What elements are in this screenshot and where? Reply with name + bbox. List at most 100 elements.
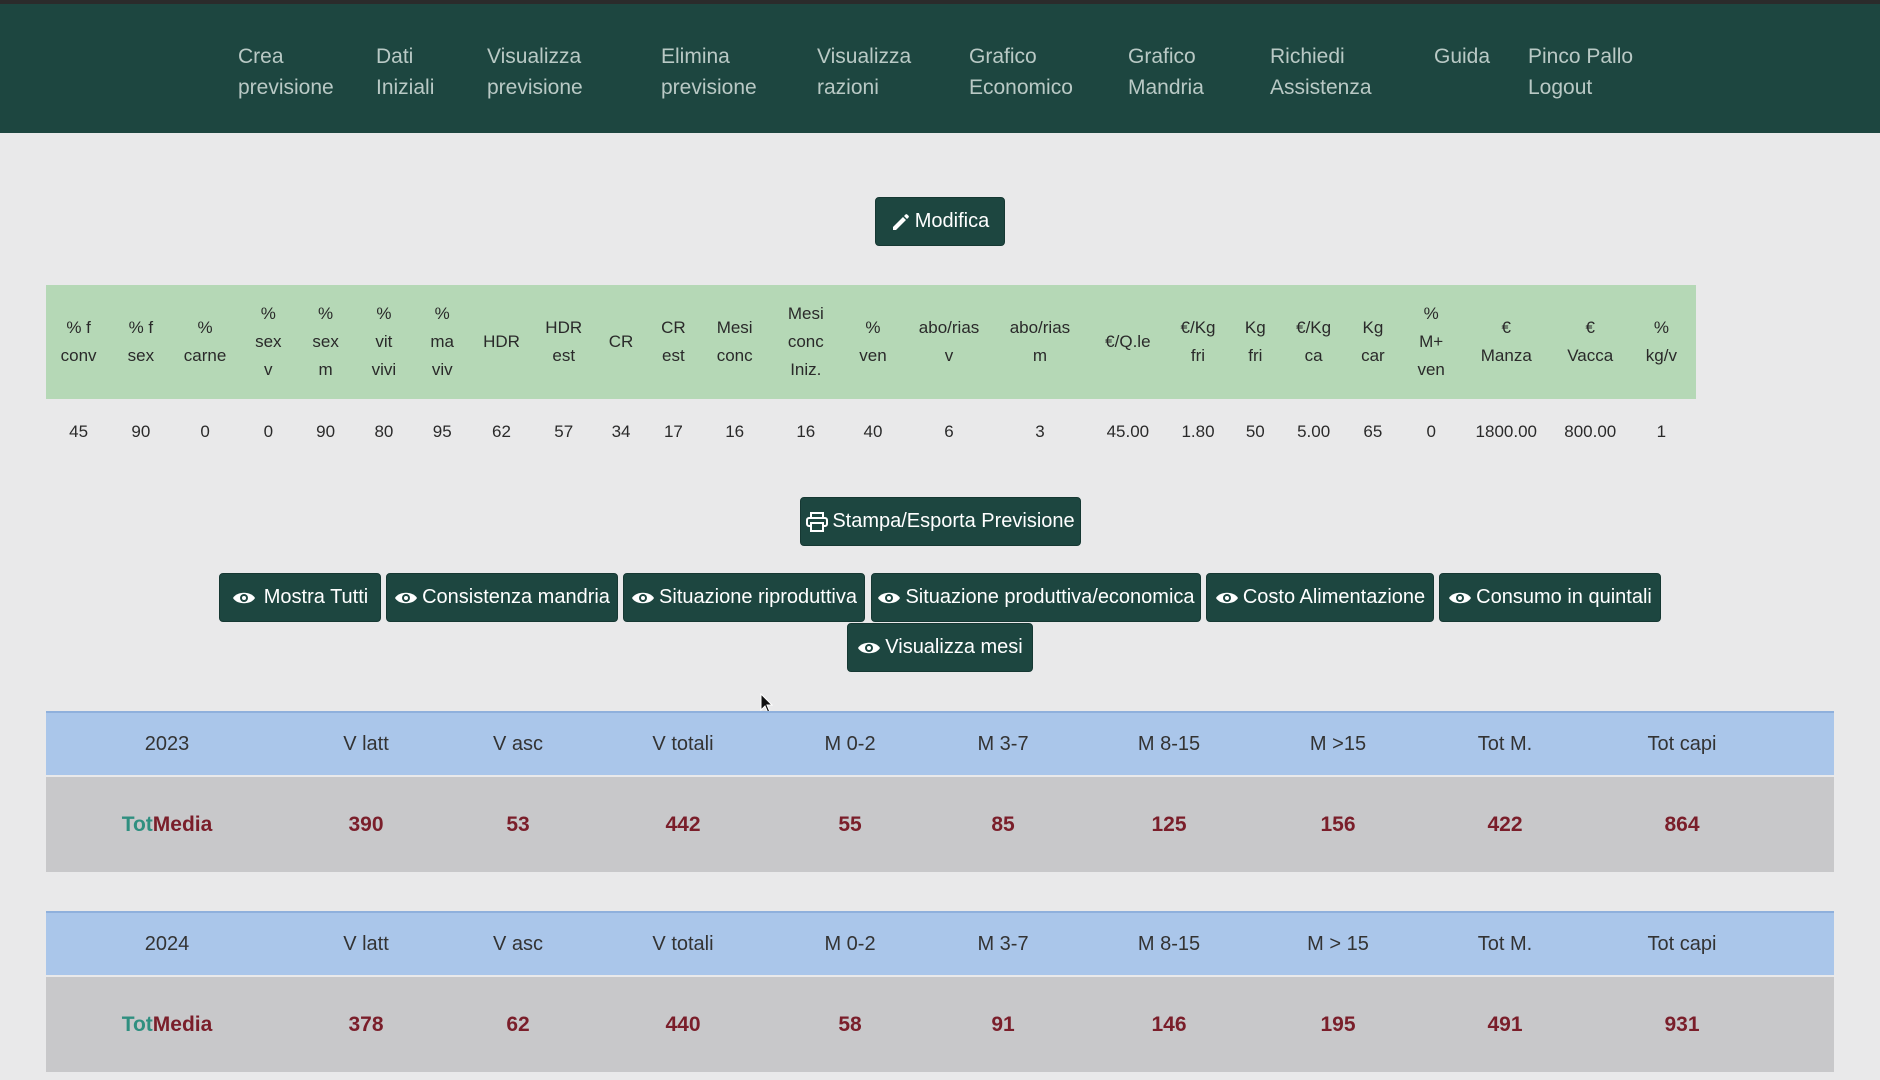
param-value-cell: 50 [1245, 422, 1265, 441]
nav-item-line1: Visualizza [487, 45, 582, 68]
param-header-cell: HDR est [545, 318, 583, 365]
nav-item-line2: previsione [487, 76, 583, 99]
year-table-value-cell: 62 [506, 1012, 530, 1036]
year-table-value-cell: 125 [1151, 812, 1187, 836]
situazione-produttiva-economica-button[interactable]: Situazione produttiva/economica [871, 573, 1201, 622]
year-table-value-cell: 491 [1487, 1012, 1523, 1036]
nav-item-grafico-mandria[interactable]: Grafico Mandria [1128, 41, 1204, 103]
nav-item-line1: Grafico [1128, 45, 1196, 68]
param-header-cell: Mesi conc Iniz. [787, 304, 824, 379]
nav-item-richiedi-assistenza[interactable]: Richiedi Assistenza [1270, 41, 1372, 103]
eye-icon [232, 592, 255, 603]
media-label: Media [152, 1013, 213, 1036]
year-table-value-cell: 195 [1320, 1012, 1356, 1036]
nav-item-line2: Logout [1528, 76, 1593, 99]
nav-item-grafico-economico[interactable]: Grafico Economico [969, 41, 1073, 103]
year-table-header-cell: M > 15 [1307, 932, 1369, 955]
eye-icon [632, 592, 655, 603]
param-value-cell: 62 [492, 422, 511, 441]
mostra-tutti-label: Mostra Tutti [263, 586, 369, 608]
year-table-header-cell: M 8-15 [1137, 732, 1201, 755]
param-value-cell: 40 [863, 422, 883, 441]
year-table-header-cell: V totali [652, 932, 714, 955]
year-table-value-cell: 440 [665, 1012, 701, 1036]
stampa-esporta-button[interactable]: Stampa/Esporta Previsione [800, 497, 1081, 546]
param-value-cell: 45.00 [1106, 422, 1150, 441]
top-navbar: Crea previsione Dati Iniziali Visualizza prev… [0, 0, 1880, 133]
consistenza-mandria-label: Consistenza mandria [422, 586, 610, 608]
mostra-tutti-button[interactable]: Mostra Tutti [219, 573, 381, 622]
printer-icon [806, 511, 829, 532]
nav-item-line1: Grafico [969, 45, 1037, 68]
year-table-header-cell: V asc [492, 732, 544, 755]
year-table-header-row: 2023 V latt V asc V totali M 0-2 M 3-7 M 8-15 M… [46, 711, 1834, 775]
year-table-value-cell: 378 [348, 1012, 384, 1036]
year-table-header-cell: V totali [652, 732, 714, 755]
year-table-header-cell: Tot capi [1647, 732, 1717, 755]
year-table-header-cell: Tot capi [1647, 932, 1717, 955]
param-header-cell: % ma viv [430, 304, 455, 379]
nav-item-pinco-pallo-logout[interactable]: Pinco Pallo Logout [1528, 41, 1633, 103]
nav-item-line1: Richiedi [1270, 45, 1345, 68]
tot-label: Tot [121, 1013, 153, 1036]
param-value-cell: 3 [1035, 422, 1045, 441]
nav-item-visualizza-previsione[interactable]: Visualizza previsione [487, 41, 583, 103]
year-table-header-cell: V latt [343, 732, 389, 755]
year-table-value-cell: 85 [991, 812, 1015, 836]
year-table-value-cell: 864 [1664, 812, 1700, 836]
nav-item-line2: Mandria [1128, 76, 1204, 99]
year-table-row: Tot Media 378 62 440 58 91 146 195 491 931 [46, 977, 1834, 1072]
nav-item-line2: previsione [661, 76, 757, 99]
nav-item-guida[interactable]: Guida [1434, 41, 1490, 72]
year-table-value-cell: 390 [348, 812, 384, 836]
nav-item-crea-previsione[interactable]: Crea previsione [238, 41, 334, 103]
modifica-button[interactable]: Modifica [875, 197, 1005, 246]
param-value-cell: 57 [554, 422, 574, 441]
param-header-cell: €/Q.le [1105, 332, 1151, 351]
param-value-cell: 34 [611, 422, 631, 441]
consistenza-mandria-button[interactable]: Consistenza mandria [386, 573, 618, 622]
param-value-cell: 95 [432, 422, 452, 441]
nav-item-line1: Guida [1434, 45, 1491, 68]
year-table-2023: 2023 V latt V asc V totali M 0-2 M 3-7 M 8-15 M… [46, 711, 1834, 872]
year-table-value-cell: 442 [665, 812, 701, 836]
consumo-quintali-button[interactable]: Consumo in quintali [1439, 573, 1661, 622]
situazione-riproduttiva-label: Situazione riproduttiva [659, 586, 857, 608]
param-header-cell: % sex m [312, 304, 339, 379]
nav-item-line2: razioni [817, 76, 879, 99]
situazione-riproduttiva-button[interactable]: Situazione riproduttiva [623, 573, 865, 622]
year-table-header-cell: M 8-15 [1137, 932, 1201, 955]
costo-alimentazione-button[interactable]: Costo Alimentazione [1206, 573, 1434, 622]
param-header-cell: Kg car [1361, 318, 1385, 365]
tot-label: Tot [121, 813, 153, 836]
year-table-value-cell: 146 [1151, 1012, 1187, 1036]
parameters-table: % f conv % f sex % carne % sex v % sex m % vi… [46, 285, 1696, 461]
parameters-header-row: % f conv % f sex % carne % sex v % sex m % vi… [46, 285, 1696, 399]
year-table-header-cell: M 0-2 [824, 732, 876, 755]
param-header-cell: abo/rias v [918, 318, 980, 365]
nav-item-dati-iniziali[interactable]: Dati Iniziali [376, 41, 434, 103]
year-table-row: Tot Media 390 53 442 55 85 125 156 422 864 [46, 777, 1834, 872]
nav-item-line2: Economico [969, 76, 1073, 99]
year-table-header-cell: Tot M. [1477, 732, 1533, 755]
pencil-icon [892, 213, 909, 230]
param-value-cell: 16 [725, 422, 745, 441]
nav-item-elimina-previsione[interactable]: Elimina previsione [661, 41, 757, 103]
year-table-value-cell: 422 [1487, 812, 1523, 836]
param-value-cell: 80 [374, 422, 394, 441]
year-table-2024: 2024 V latt V asc V totali M 0-2 M 3-7 M 8-15 M… [46, 911, 1834, 1072]
param-header-cell: Kg fri [1244, 318, 1266, 365]
tot-media-label: Tot Media [46, 777, 288, 872]
param-value-cell: 0 [1426, 422, 1436, 441]
eye-icon [1449, 592, 1472, 603]
year-table-header-cell: 2024 [144, 932, 190, 955]
nav-item-visualizza-razioni[interactable]: Visualizza razioni [817, 41, 911, 103]
visualizza-mesi-button[interactable]: Visualizza mesi [847, 623, 1033, 672]
parameters-values-row: 45 90 0 0 90 80 95 62 57 34 17 16 16 40 6 3 45.00 1.80 50 5… [46, 403, 1696, 461]
param-header-cell: € Vacca [1567, 318, 1614, 365]
param-value-cell: 45 [69, 422, 89, 441]
param-value-cell: 5.00 [1297, 422, 1331, 441]
param-header-cell: abo/rias m [1009, 318, 1071, 365]
param-header-cell: CR [608, 332, 634, 351]
nav-item-line2: previsione [238, 76, 334, 99]
